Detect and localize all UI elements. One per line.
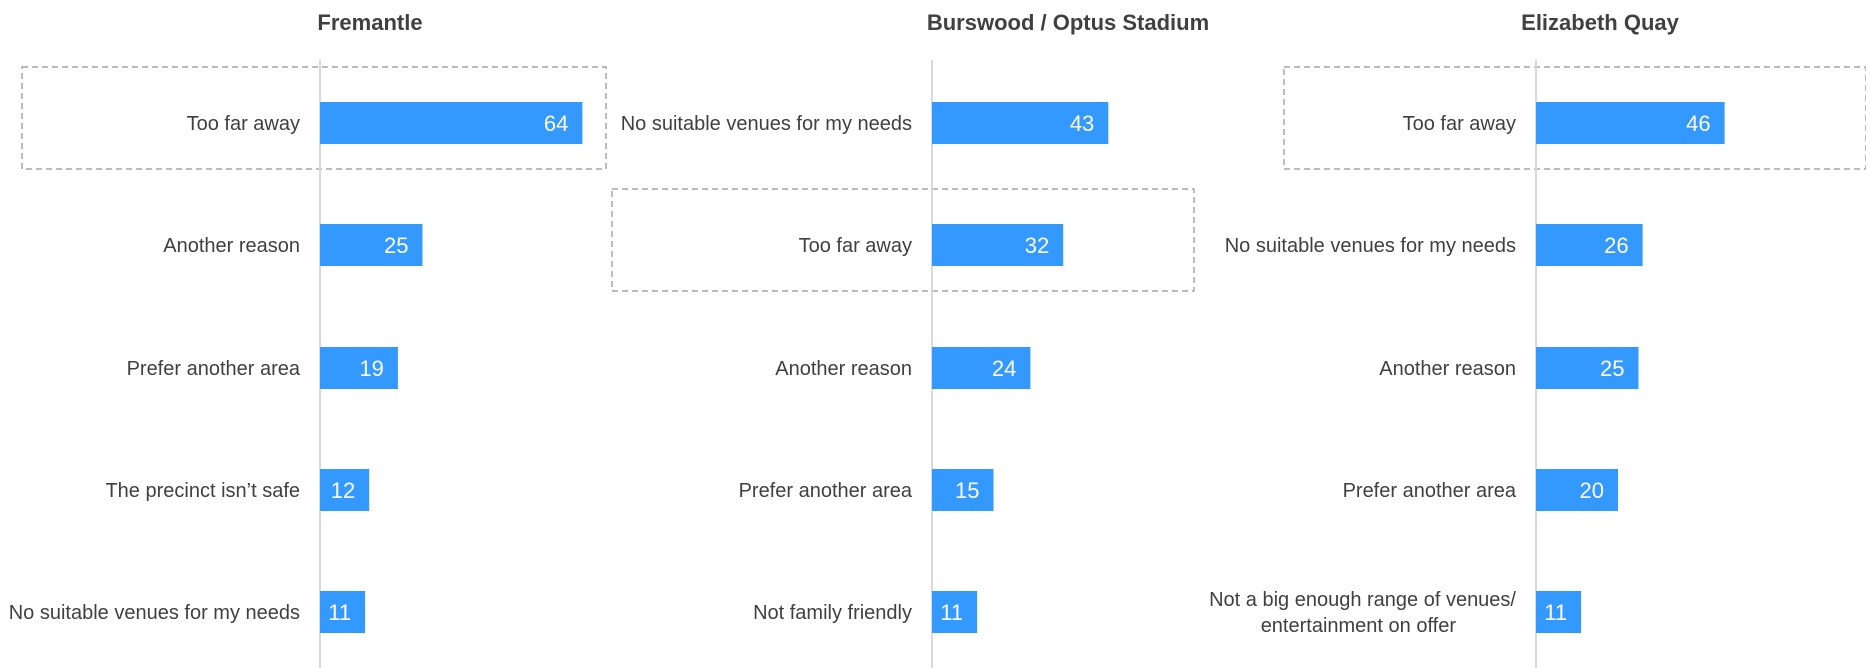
bar-value-label: 15 (955, 478, 979, 503)
bar-prefer-another-area (932, 469, 994, 511)
bar-value-label: 25 (1600, 356, 1624, 381)
chart-title: Burswood / Optus Stadium (927, 10, 1209, 35)
category-label: No suitable venues for my needs (1225, 235, 1516, 257)
category-label: No suitable venues for my needs (621, 113, 912, 135)
category-label: Too far away (1403, 113, 1516, 135)
category-label: Not a big enough range of venues/enterta… (1209, 589, 1516, 637)
highlight-box (21, 66, 607, 170)
category-label: Prefer another area (1343, 480, 1517, 502)
bar-prefer-another-area (320, 347, 398, 389)
category-label: The precinct isn’t safe (105, 480, 300, 502)
category-label: Prefer another area (127, 358, 301, 380)
category-label: Too far away (799, 235, 912, 257)
highlight-box (1283, 66, 1866, 170)
bar-too-far-away (932, 224, 1064, 266)
bar-value-label: 46 (1686, 111, 1710, 136)
bar-value-label: 32 (1025, 233, 1049, 258)
bar-another-reason (932, 347, 1031, 389)
category-label: Another reason (163, 235, 300, 257)
highlight-box (611, 188, 1195, 292)
bar-prefer-another-area (1536, 469, 1618, 511)
bar-value-label: 25 (384, 233, 408, 258)
category-label: Too far away (187, 113, 300, 135)
bar-value-label: 11 (328, 600, 351, 625)
bar-value-label: 20 (1580, 478, 1604, 503)
bar-another-reason (320, 224, 423, 266)
bar-no-suitable-venues-for-my-needs (1536, 224, 1643, 266)
bar-value-label: 64 (544, 111, 568, 136)
category-label: Not family friendly (753, 602, 912, 624)
bar-value-label: 11 (940, 600, 963, 625)
bar-too-far-away (320, 102, 583, 144)
bar-too-far-away (1536, 102, 1725, 144)
bar-no-suitable-venues-for-my-needs (320, 591, 366, 633)
chart-title: Fremantle (317, 10, 422, 35)
bar-value-label: 24 (992, 356, 1016, 381)
chart-title: Elizabeth Quay (1521, 10, 1679, 35)
category-label: Another reason (1379, 358, 1516, 380)
chart-panel-fremantle: Fremantle 64 Too far away 25 Another reason 1… (9, 10, 607, 668)
chart-panel-elizabeth-quay: Elizabeth Quay 46 Too far away 26 No suitabl… (1209, 10, 1866, 668)
category-label: Another reason (775, 358, 912, 380)
bar-value-label: 11 (1544, 600, 1567, 625)
bar-value-label: 26 (1604, 233, 1628, 258)
bar-not-family-friendly (932, 591, 978, 633)
bar-the-precinct-isn-t-safe (320, 469, 370, 511)
category-label: No suitable venues for my needs (9, 602, 300, 624)
bar-not-a-big-enough-range-of-venues-entertainment-on-offer (1536, 591, 1582, 633)
bar-value-label: 43 (1070, 111, 1094, 136)
category-label: Prefer another area (739, 480, 913, 502)
bar-no-suitable-venues-for-my-needs (932, 102, 1109, 144)
bar-value-label: 12 (331, 478, 355, 503)
chart-panel-burswood: Burswood / Optus Stadium 43 No suitable ve… (611, 10, 1209, 668)
bar-another-reason (1536, 347, 1639, 389)
bar-value-label: 19 (359, 356, 383, 381)
